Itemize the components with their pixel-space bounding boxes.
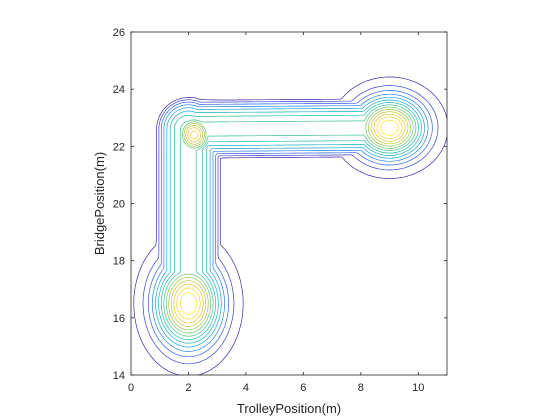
contour-level-3 [147,90,433,358]
x-tick-label: 2 [185,382,191,394]
contour-level-2 [142,85,439,365]
contour-level-9 [165,106,414,334]
contour-level-12 [173,113,406,324]
contour-level-7 [160,102,419,340]
contour-level-13 [176,116,403,320]
x-tick-label: 8 [358,382,364,394]
contour-level-8 [163,104,417,337]
x-tick-label: 6 [300,382,306,394]
x-tick-label: 4 [243,382,249,394]
y-tick-label: 20 [113,199,125,211]
y-tick-label: 22 [113,141,125,153]
y-tick-label: 16 [113,313,125,325]
x-tick-label: 10 [412,382,424,394]
y-axis-label: BridgePosition(m) [92,152,107,255]
contour-level-5 [155,96,425,348]
y-tick-label: 14 [113,370,125,382]
contour-level-6 [158,99,422,344]
contour-level-11 [170,111,409,327]
y-tick-label: 26 [113,27,125,39]
x-axis-label: TrolleyPosition(m) [237,401,341,416]
contour-level-10 [168,109,411,331]
contour-level-4 [151,93,429,352]
y-tick-label: 24 [113,84,125,96]
x-tick-label: 0 [128,382,134,394]
contour-level-14 [179,119,399,315]
contour-lines [133,76,448,376]
contour-level-1 [133,76,448,376]
y-tick-label: 18 [113,256,125,268]
